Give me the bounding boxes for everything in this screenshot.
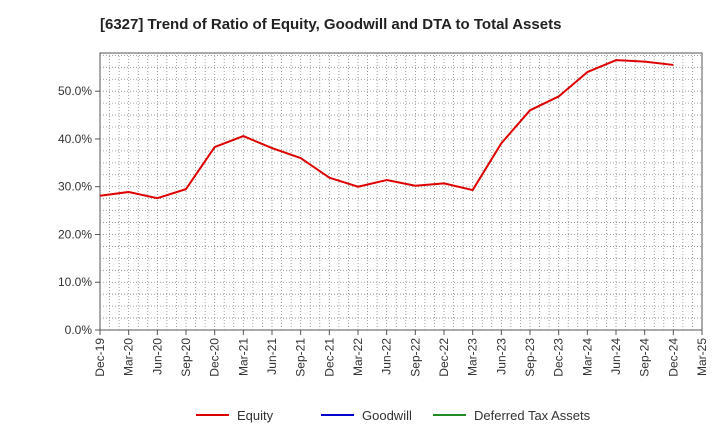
x-tick-label: Mar-22: [351, 338, 365, 376]
x-tick-label: Dec-19: [93, 338, 107, 377]
x-tick-label: Mar-21: [236, 338, 250, 376]
x-tick-label: Jun-23: [494, 338, 508, 375]
x-tick-label: Jun-22: [380, 338, 394, 375]
x-tick-label: Mar-20: [122, 338, 136, 376]
x-tick-label: Dec-20: [208, 338, 222, 377]
legend-label-equity: Equity: [237, 408, 274, 423]
x-tick-label: Jun-21: [265, 338, 279, 375]
plot-area: [99, 52, 703, 331]
x-tick-label: Sep-20: [179, 338, 193, 377]
series-line-equity: [99, 59, 674, 200]
y-tick-label: 20.0%: [58, 227, 92, 241]
legend: Equity Goodwill Deferred Tax Assets: [196, 408, 591, 423]
x-tick-label: Dec-22: [437, 338, 451, 377]
y-tick-label: 0.0%: [65, 323, 93, 337]
y-tick-label: 30.0%: [58, 180, 92, 194]
y-tick-label: 50.0%: [58, 84, 92, 98]
y-tick-label: 10.0%: [58, 275, 92, 289]
x-tick-label: Dec-23: [552, 338, 566, 377]
x-tick-label: Jun-24: [609, 338, 623, 375]
x-tick-label: Mar-24: [580, 338, 594, 376]
x-tick-label: Dec-21: [322, 338, 336, 377]
x-tick-label: Sep-23: [523, 338, 537, 377]
x-tick-label: Dec-24: [666, 338, 680, 377]
x-tick-label: Mar-23: [466, 338, 480, 376]
x-tick-label: Sep-22: [408, 338, 422, 377]
legend-label-deferred-tax-assets: Deferred Tax Assets: [474, 408, 591, 423]
x-tick-label: Mar-25: [695, 338, 709, 376]
x-tick-label: Jun-20: [150, 338, 164, 375]
y-tick-label: 40.0%: [58, 132, 92, 146]
x-tick-label: Sep-21: [294, 338, 308, 377]
grid-layer: [99, 52, 703, 331]
series-layer: [99, 59, 674, 200]
chart-title: [6327] Trend of Ratio of Equity, Goodwil…: [100, 16, 562, 33]
x-tick-label: Sep-24: [638, 338, 652, 377]
axis-layer: 0.0% 10.0% 20.0% 30.0% 40.0% 50.0% Dec-19 Mar-2…: [58, 84, 709, 376]
legend-label-goodwill: Goodwill: [362, 408, 412, 423]
